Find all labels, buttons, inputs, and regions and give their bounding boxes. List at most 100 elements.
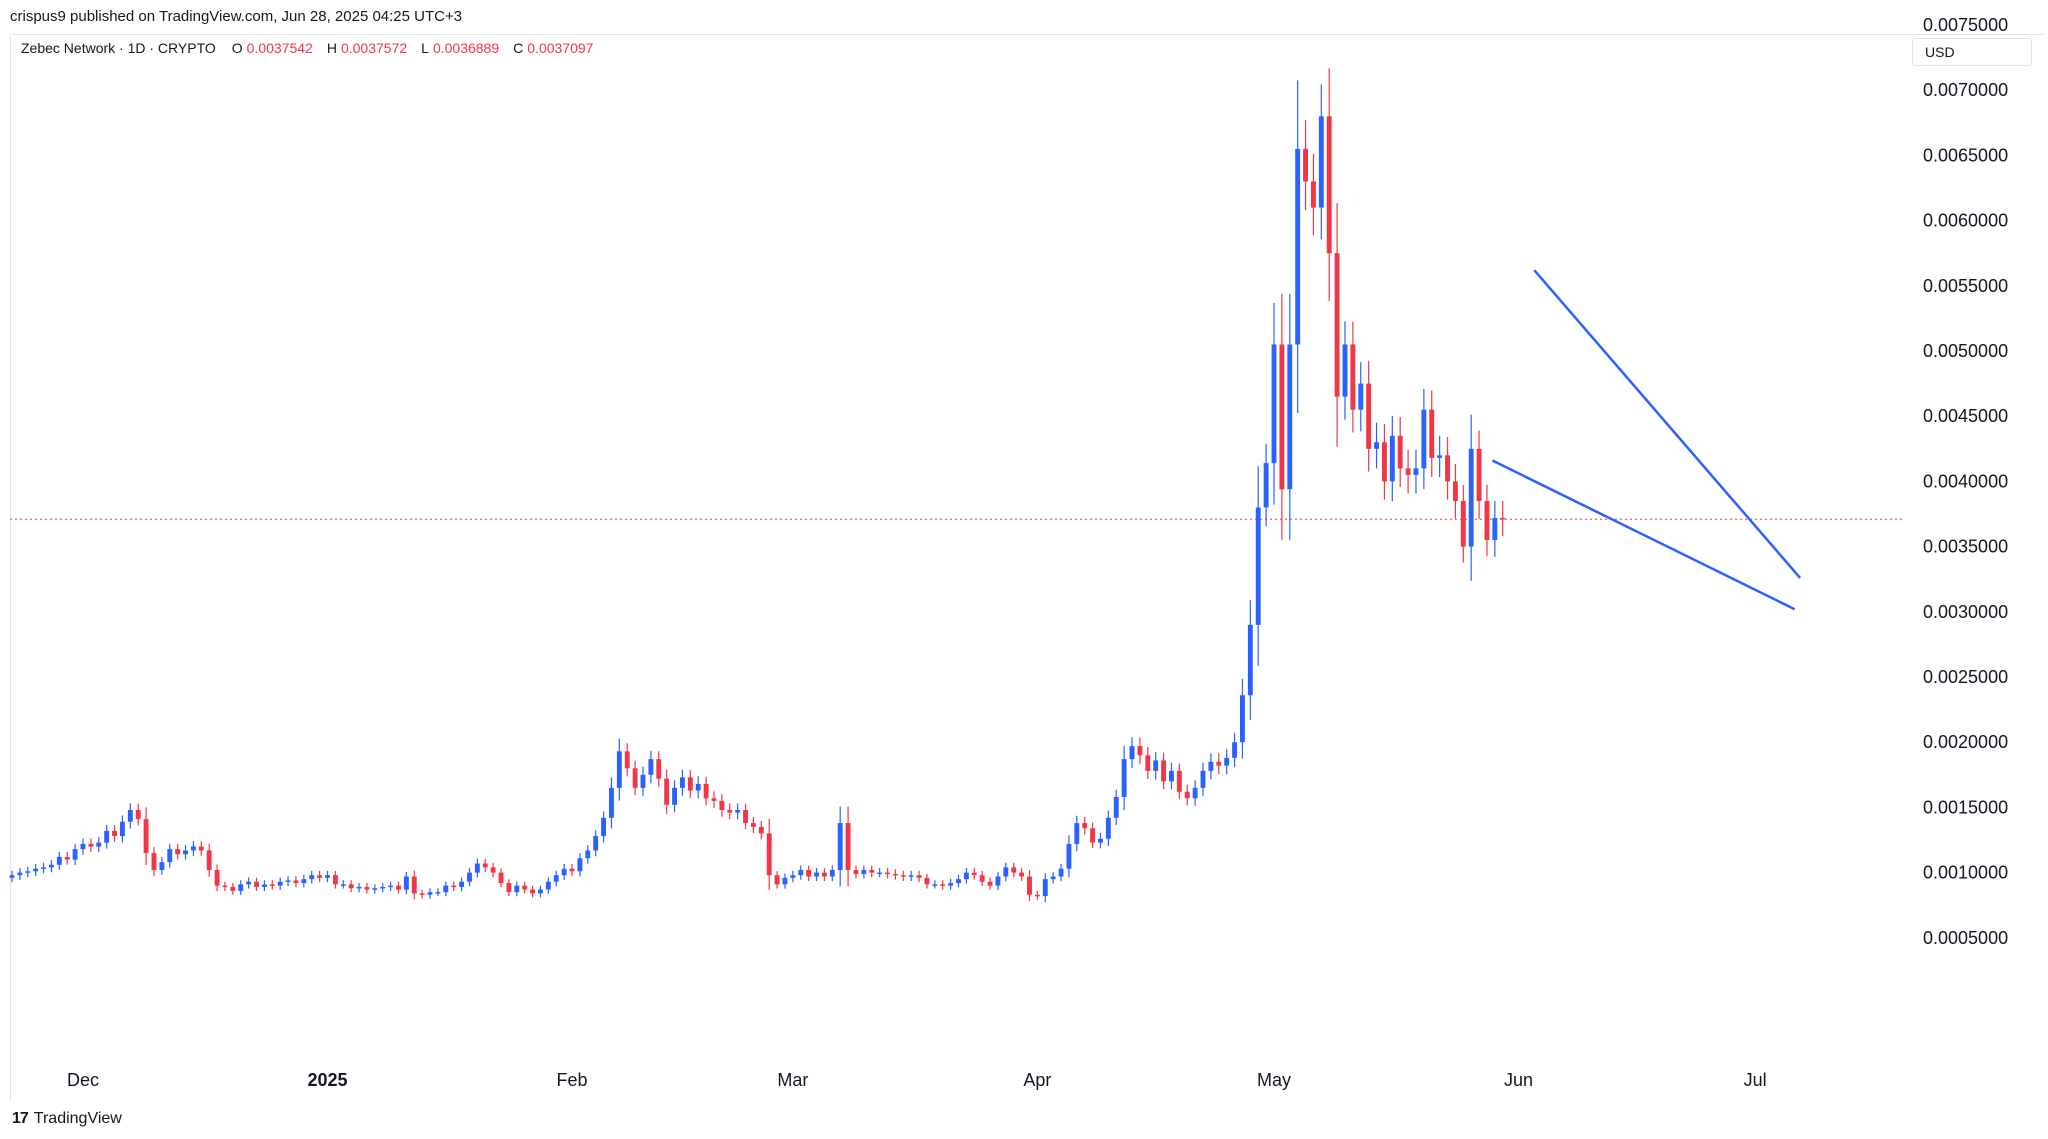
candle-body	[48, 864, 54, 868]
candle-body	[506, 883, 512, 893]
y-tick-label: 0.0020000	[1923, 732, 2008, 752]
candle-body	[1437, 455, 1443, 458]
candle-body	[774, 875, 780, 885]
candle-body	[1050, 876, 1056, 880]
currency-button[interactable]: USD	[1912, 38, 2032, 66]
candle-body	[1161, 760, 1167, 782]
candle-body	[151, 853, 157, 870]
candle-body	[1366, 383, 1372, 449]
candle-body	[727, 810, 733, 813]
y-tick-label: 0.0040000	[1923, 471, 2008, 491]
candle-body	[41, 867, 46, 869]
tradingview-logo-icon: 17	[12, 1110, 29, 1127]
candle-body	[1500, 517, 1506, 520]
candle-body	[814, 872, 819, 877]
candle-body	[1011, 867, 1017, 873]
candle-body	[664, 778, 670, 805]
candle-body	[467, 872, 472, 882]
candle-body	[593, 836, 599, 851]
candle-body	[1003, 867, 1009, 877]
candle-body	[238, 884, 244, 891]
candle-body	[1255, 507, 1261, 625]
candle-body	[585, 850, 591, 859]
candle-body	[1374, 442, 1379, 449]
candle-body	[845, 823, 851, 870]
x-tick-label: Apr	[1023, 1070, 1051, 1090]
candle-body	[821, 872, 827, 877]
candle-body	[348, 884, 354, 889]
candle-body	[1232, 742, 1238, 758]
candle-body	[1034, 894, 1040, 897]
candle-body	[900, 875, 906, 877]
candle-body	[1176, 770, 1182, 792]
candle-body	[317, 875, 323, 878]
candle-body	[743, 810, 748, 824]
candle-body	[1310, 181, 1316, 208]
y-tick-label: 0.0065000	[1923, 145, 2008, 165]
ohlc-legend: Zebec Network · 1D · CRYPTO O 0.0037542 H…	[21, 40, 603, 56]
candle-body	[1350, 344, 1356, 410]
candle-body	[1240, 695, 1245, 743]
candle-body	[924, 877, 930, 885]
candle-body	[869, 869, 875, 873]
candle-body	[790, 875, 796, 878]
chart-frame[interactable]	[10, 34, 2045, 1101]
x-tick-label: Jun	[1504, 1070, 1533, 1090]
candle-body	[411, 876, 417, 894]
candle-body	[104, 830, 110, 843]
candle-body	[435, 892, 441, 894]
candle-body	[372, 888, 378, 890]
candle-body	[987, 881, 993, 886]
candle-body	[1058, 868, 1064, 877]
y-tick-label: 0.0010000	[1923, 863, 2008, 883]
candle-body	[206, 850, 212, 870]
publisher-line: crispus9 published on TradingView.com, J…	[10, 8, 463, 25]
candle-body	[963, 872, 969, 880]
candle-body	[569, 868, 575, 872]
candle-body	[1216, 761, 1222, 766]
candle-body	[1381, 442, 1387, 482]
candle-body	[1247, 624, 1253, 696]
candle-body	[932, 884, 938, 886]
candle-body	[340, 884, 346, 886]
candle-body	[1287, 344, 1293, 490]
symbol-label[interactable]: Zebec Network · 1D · CRYPTO	[21, 40, 216, 56]
candle-body	[640, 774, 646, 788]
candle-body	[553, 875, 559, 882]
candle-body	[632, 768, 638, 788]
candle-body	[948, 883, 954, 886]
candle-body	[96, 842, 102, 847]
candle-body	[1295, 148, 1301, 345]
candle-body	[1342, 344, 1348, 397]
candle-body	[1090, 828, 1096, 843]
candle-body	[687, 777, 693, 791]
candle-body	[1334, 253, 1340, 397]
candle-body	[877, 872, 883, 875]
candle-body	[325, 875, 330, 878]
candle-body	[1271, 344, 1277, 464]
y-tick-label: 0.0075000	[1923, 15, 2008, 35]
footer-brand[interactable]: 17 TradingView	[12, 1110, 122, 1128]
candle-body	[1460, 500, 1466, 547]
candle-body	[33, 868, 39, 872]
candle-body	[127, 810, 133, 822]
candle-body	[648, 759, 654, 775]
candle-body	[561, 868, 567, 876]
candle-body	[1452, 481, 1458, 501]
candle-body	[837, 823, 843, 870]
x-tick-label: Dec	[67, 1070, 99, 1090]
candle-body	[971, 872, 977, 876]
candle-body	[940, 884, 946, 886]
candle-body	[711, 798, 717, 801]
y-tick-label: 0.0045000	[1923, 406, 2008, 426]
candle-body	[175, 849, 181, 855]
candle-body	[198, 846, 204, 851]
candle-body	[514, 885, 520, 893]
candle-body	[1326, 116, 1332, 254]
low-value: 0.0036889	[432, 40, 500, 56]
candle-body	[735, 810, 741, 813]
candle-body	[766, 833, 772, 876]
candle-body	[1224, 757, 1230, 766]
candle-body	[1445, 455, 1450, 482]
